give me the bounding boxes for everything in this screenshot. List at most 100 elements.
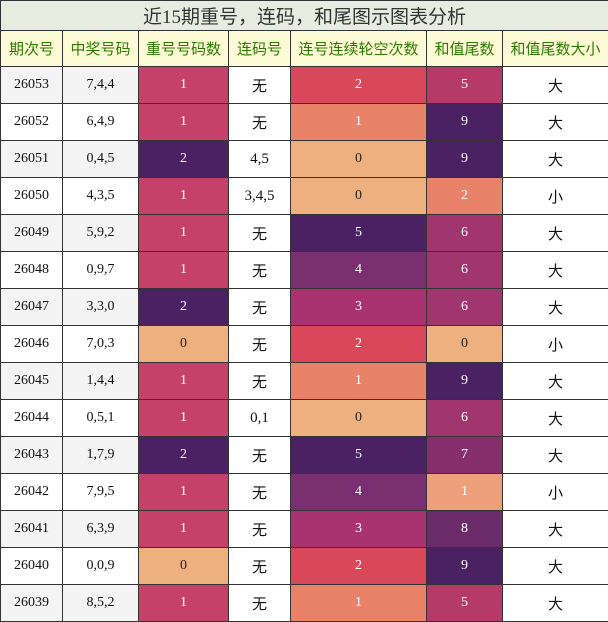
table-cell: 5 [290,214,427,252]
table-cell: 大 [501,547,608,585]
table-cell: 4 [290,473,427,511]
header-cell: 和值尾数大小 [501,30,608,67]
header-cell: 连码号 [228,30,291,67]
table-cell: 大 [501,584,608,622]
table-cell: 无 [228,547,291,585]
table-cell: 1 [138,399,229,437]
table-cell: 26049 [0,214,63,252]
table-cell: 6,3,9 [62,510,139,548]
table-cell: 无 [228,288,291,326]
table-row: 26049 5,9,2 1 无 5 6 大 [0,214,608,252]
table-cell: 2 [138,288,229,326]
table-cell: 2 [426,177,503,215]
table-cell: 4,5 [228,140,291,178]
table-row: 26043 1,7,9 2 无 5 7 大 [0,436,608,474]
table-cell: 无 [228,103,291,141]
table-row: 26044 0,5,1 1 0,1 0 6 大 [0,399,608,437]
table-cell: 0 [426,325,503,363]
table-row: 26047 3,3,0 2 无 3 6 大 [0,288,608,326]
table-cell: 1 [426,473,503,511]
table-cell: 1 [138,214,229,252]
table-cell: 0 [138,325,229,363]
table-row: 26051 0,4,5 2 4,5 0 9 大 [0,140,608,178]
header-cell: 中奖号码 [62,30,139,67]
table-row: 26040 0,0,9 0 无 2 9 大 [0,547,608,585]
table-cell: 5 [290,436,427,474]
table-cell: 26048 [0,251,63,289]
table-cell: 0,0,9 [62,547,139,585]
table-cell: 26041 [0,510,63,548]
table-cell: 1 [138,362,229,400]
table-cell: 26045 [0,362,63,400]
table-row: 26039 8,5,2 1 无 1 5 大 [0,584,608,622]
table-row: 26048 0,9,7 1 无 4 6 大 [0,251,608,289]
table-cell: 2 [138,436,229,474]
table-cell: 小 [501,325,608,363]
table-cell: 大 [501,103,608,141]
table-cell: 0 [290,140,427,178]
table-cell: 无 [228,584,291,622]
table-cell: 26053 [0,66,63,104]
table-cell: 1 [138,103,229,141]
table-cell: 6 [426,399,503,437]
table-cell: 无 [228,325,291,363]
table-cell: 26047 [0,288,63,326]
table-cell: 7,4,4 [62,66,139,104]
table-cell: 0,5,1 [62,399,139,437]
table-cell: 1,7,9 [62,436,139,474]
table-cell: 0,1 [228,399,291,437]
table-row: 26053 7,4,4 1 无 2 5 大 [0,66,608,104]
table-cell: 大 [501,251,608,289]
table-cell: 26043 [0,436,63,474]
table-cell: 无 [228,214,291,252]
table-cell: 0 [290,177,427,215]
table-cell: 3,4,5 [228,177,291,215]
table-cell: 9 [426,547,503,585]
header-cell: 期次号 [0,30,63,67]
table-cell: 1 [138,251,229,289]
table-cell: 大 [501,140,608,178]
table-cell: 无 [228,436,291,474]
table-cell: 小 [501,177,608,215]
table-cell: 0 [290,399,427,437]
table-cell: 0,9,7 [62,251,139,289]
table-cell: 无 [228,66,291,104]
table-cell: 大 [501,436,608,474]
table-cell: 5,9,2 [62,214,139,252]
table-cell: 无 [228,510,291,548]
table-cell: 6 [426,214,503,252]
table-cell: 5 [426,66,503,104]
table-cell: 1 [138,473,229,511]
table-cell: 1,4,4 [62,362,139,400]
table-cell: 4 [290,251,427,289]
table-cell: 26051 [0,140,63,178]
table-cell: 4,3,5 [62,177,139,215]
table-cell: 2 [138,140,229,178]
table-row: 26042 7,9,5 1 无 4 1 小 [0,473,608,511]
table-cell: 7,0,3 [62,325,139,363]
table-cell: 5 [426,584,503,622]
table-cell: 9 [426,362,503,400]
table-cell: 无 [228,473,291,511]
table-cell: 26044 [0,399,63,437]
table-cell: 大 [501,399,608,437]
table-cell: 7 [426,436,503,474]
table-cell: 1 [138,584,229,622]
table-cell: 8,5,2 [62,584,139,622]
table-cell: 2 [290,547,427,585]
table-body: 26053 7,4,4 1 无 2 5 大 26052 6,4,9 1 无 1 9 大 26051 0,4,5… [0,66,608,622]
table-cell: 26050 [0,177,63,215]
header-cell: 连号连续轮空次数 [290,30,427,67]
table-cell: 2 [290,66,427,104]
table-cell: 3 [290,288,427,326]
table-cell: 26052 [0,103,63,141]
table-cell: 6 [426,288,503,326]
table-cell: 无 [228,362,291,400]
table-cell: 小 [501,473,608,511]
table-cell: 6,4,9 [62,103,139,141]
table-cell: 1 [138,177,229,215]
table-row: 26052 6,4,9 1 无 1 9 大 [0,103,608,141]
table-cell: 大 [501,362,608,400]
table-row: 26041 6,3,9 1 无 3 8 大 [0,510,608,548]
